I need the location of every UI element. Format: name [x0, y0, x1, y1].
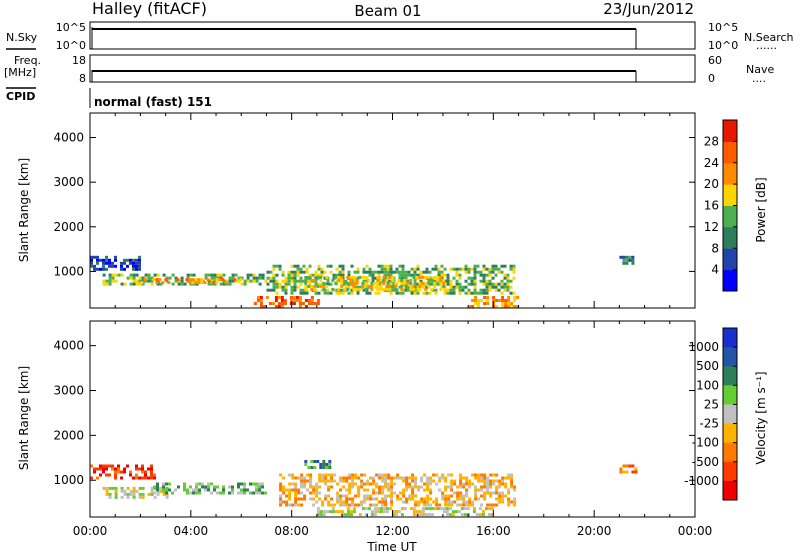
nave-label: Nave	[746, 63, 774, 76]
noise-tick-left-top: 10^5	[56, 21, 86, 34]
nsearch-dots: ......	[756, 39, 777, 52]
power-echo-band-2	[140, 278, 243, 285]
velocity-axes: 1000 2000 3000 4000	[53, 321, 696, 517]
velocity-echo-band-6	[619, 464, 638, 474]
beam-title: Beam 01	[354, 2, 421, 20]
velocity-colorbar-label-3: 25	[704, 397, 719, 411]
power-colorbar-label-0: 4	[711, 263, 719, 277]
power-colorbar-label-3: 16	[704, 199, 719, 213]
power-colorbar-label-4: 20	[704, 177, 719, 191]
power-ylabel: Slant Range [km]	[17, 158, 31, 262]
cpid-label: CPID	[6, 90, 35, 103]
freq-unit: [MHz]	[4, 66, 36, 79]
nsky-label: N.Sky	[6, 31, 38, 44]
velocity-colorbar-frame	[722, 327, 738, 501]
velocity-ytick-label-3: 4000	[53, 339, 84, 353]
velocity-colorbar-segment-3	[723, 385, 737, 405]
power-colorbar-label-5: 24	[704, 156, 719, 170]
freq-trace	[91, 70, 637, 82]
velocity-echo-band-5	[304, 460, 332, 469]
velocity-colorbar-segment-5	[723, 423, 737, 444]
velocity-colorbar-segment-7	[723, 461, 737, 482]
power-echo-band-7	[619, 255, 635, 265]
nave-tick-bottom: 0	[708, 72, 715, 85]
power-colorbar-segment-0	[723, 269, 737, 292]
velocity-colorbar-label-7: -1000	[684, 474, 719, 488]
velocity-colorbar-segment-0	[723, 328, 737, 348]
velocity-colorbar-segment-8	[723, 480, 737, 501]
velocity-colorbar-segment-4	[723, 404, 737, 425]
velocity-colorbar-segment-1	[723, 347, 737, 367]
time-tick-label-2: 08:00	[274, 524, 309, 538]
power-echo-layer	[90, 255, 635, 308]
velocity-colorbar-label-4: -25	[699, 417, 719, 431]
noise-tick-right-bottom: 10^0	[708, 39, 738, 52]
velocity-colorbar-segment-6	[723, 442, 737, 463]
velocity-ylabel: Slant Range [km]	[17, 366, 31, 470]
velocity-colorbar-label-6: -500	[692, 455, 719, 469]
velocity-colorbar-segment-2	[723, 366, 737, 386]
velocity-echo-band-3	[279, 473, 517, 507]
time-axis: 00:00 04:00 08:00 12:00 16:00 20:00 00:00	[73, 524, 713, 538]
power-echo-band-0	[90, 255, 141, 271]
noise-panel	[89, 21, 696, 50]
time-tick-label-6: 00:00	[678, 524, 713, 538]
velocity-echo-band-0	[90, 464, 156, 480]
power-colorbar-segment-1	[723, 248, 737, 271]
velocity-echo-band-2	[153, 482, 267, 495]
power-colorbar-segment-3	[723, 205, 737, 228]
power-colorbar-segment-2	[723, 226, 737, 249]
date-title: 23/Jun/2012	[603, 0, 694, 18]
power-ytick-label-0: 1000	[53, 264, 84, 278]
freq-label: Freq.	[14, 54, 41, 67]
nsearch-label: N.Search	[744, 31, 794, 44]
power-ytick-label-2: 3000	[53, 175, 84, 189]
power-ytick-label-3: 4000	[53, 131, 84, 145]
power-ytick-label-1: 2000	[53, 220, 84, 234]
power-colorbar-label: Power [dB]	[754, 177, 768, 242]
time-tick-label-4: 16:00	[476, 524, 511, 538]
freq-panel	[89, 54, 696, 83]
velocity-colorbar-label-2: 100	[696, 378, 719, 392]
velocity-echo-band-4	[316, 507, 494, 517]
power-colorbar: 4 8 12 16 20 24 28	[704, 119, 738, 292]
power-colorbar-segment-4	[723, 184, 737, 207]
time-tick-label-3: 12:00	[375, 524, 410, 538]
velocity-ytick-label-1: 2000	[53, 428, 84, 442]
velocity-colorbar-label: Velocity [m s⁻¹]	[754, 371, 768, 464]
velocity-ytick-label-0: 1000	[53, 473, 84, 487]
noise-tick-right-top: 10^5	[708, 21, 738, 34]
velocity-echo-layer	[90, 460, 638, 517]
power-colorbar-label-2: 12	[704, 220, 719, 234]
power-echo-band-4	[304, 275, 446, 291]
cpid-value: normal (fast) 151	[94, 95, 212, 109]
velocity-ytick-label-2: 3000	[53, 384, 84, 398]
nave-tick-top: 60	[708, 54, 722, 67]
freq-tick-bottom: 8	[79, 72, 86, 85]
power-colorbar-segment-6	[723, 141, 737, 164]
freq-tick-top: 18	[72, 54, 86, 67]
time-tick-label-0: 00:00	[73, 524, 108, 538]
noise-trace	[91, 27, 637, 49]
power-axes: 1000 2000 3000 4000	[53, 113, 696, 308]
power-colorbar-segment-5	[723, 162, 737, 185]
power-colorbar-label-1: 8	[711, 241, 719, 255]
time-tick-label-5: 20:00	[577, 524, 612, 538]
velocity-colorbar-label-0: 1000	[688, 340, 719, 354]
time-tick-label-1: 04:00	[174, 524, 209, 538]
power-colorbar-segment-7	[723, 120, 737, 142]
noise-tick-left-bottom: 10^0	[56, 39, 86, 52]
velocity-colorbar-label-5: -100	[692, 436, 719, 450]
time-axis-label: Time UT	[366, 540, 417, 554]
power-echo-band-5	[253, 296, 320, 308]
station-title: Halley (fitACF)	[92, 0, 207, 18]
nave-dots: ....	[752, 72, 766, 85]
velocity-colorbar-label-1: 500	[696, 359, 719, 373]
power-colorbar-label-6: 28	[704, 134, 719, 148]
velocity-colorbar: 1000 500 100 25 -25 -100 -500 -1000	[684, 327, 738, 501]
